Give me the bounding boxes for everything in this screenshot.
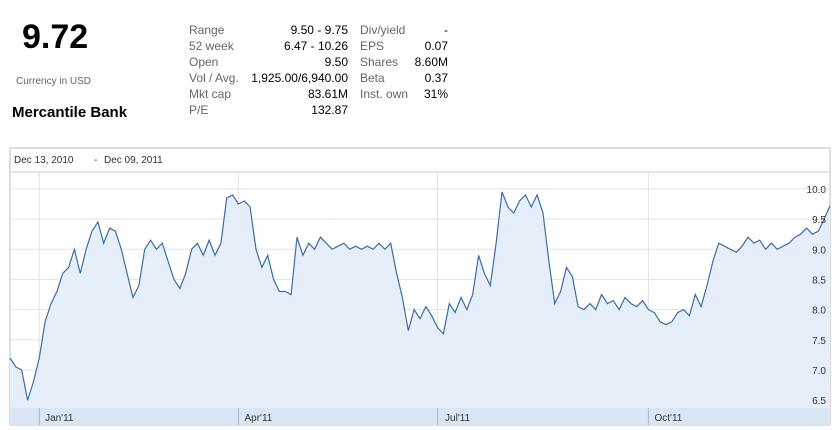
y-tick-label: 10.0	[807, 185, 827, 196]
stat-label: Open	[189, 55, 219, 69]
stat-label: Inst. own	[360, 87, 409, 101]
stat-label: Vol / Avg.	[189, 71, 239, 85]
x-tick-label: Apr'11	[244, 413, 272, 424]
y-tick-label: 8.0	[812, 306, 826, 317]
area-fill	[10, 191, 830, 408]
price-line	[9, 191, 831, 401]
stat-value: 0.07	[424, 39, 448, 53]
stat-value: 31%	[423, 87, 448, 101]
date-range-end: Dec 09, 2011	[104, 155, 163, 166]
x-tick-label: Oct'11	[654, 413, 682, 424]
x-tick-label: Jul'11	[445, 413, 471, 424]
stat-label: P/E	[189, 103, 209, 117]
price: 9.72	[22, 18, 89, 56]
stat-value: 83.61M	[307, 87, 348, 101]
company-name: Mercantile Bank	[12, 104, 128, 121]
y-tick-label: 7.5	[812, 336, 826, 347]
stat-value: 1,925.00/6,940.00	[251, 71, 348, 85]
y-tick-label: 7.0	[812, 366, 826, 377]
stat-label: EPS	[360, 39, 385, 53]
y-tick-label: 9.5	[812, 215, 826, 226]
stat-label: Mkt cap	[189, 87, 232, 101]
stat-value: 8.60M	[414, 55, 448, 69]
stat-value: 132.87	[311, 103, 348, 117]
x-tick-label: Jan'11	[45, 413, 74, 424]
currency-note: Currency in USD	[16, 76, 92, 87]
date-range-separator: -	[94, 155, 97, 166]
stat-value: 0.37	[424, 71, 448, 85]
stat-label: Range	[189, 23, 225, 37]
y-tick-label: 6.5	[812, 396, 826, 407]
stat-value: -	[444, 23, 448, 37]
stat-value: 6.47 - 10.26	[283, 39, 348, 53]
stat-value: 9.50	[324, 55, 348, 69]
stat-label: Div/yield	[360, 23, 406, 37]
date-range-start: Dec 13, 2010	[14, 155, 74, 166]
y-tick-label: 9.0	[812, 245, 826, 256]
stat-label: Beta	[360, 71, 385, 85]
y-tick-label: 8.5	[812, 275, 826, 286]
stat-label: 52 week	[189, 39, 234, 53]
stat-label: Shares	[360, 55, 399, 69]
stat-value: 9.50 - 9.75	[290, 23, 348, 37]
x-axis-band	[10, 408, 830, 425]
